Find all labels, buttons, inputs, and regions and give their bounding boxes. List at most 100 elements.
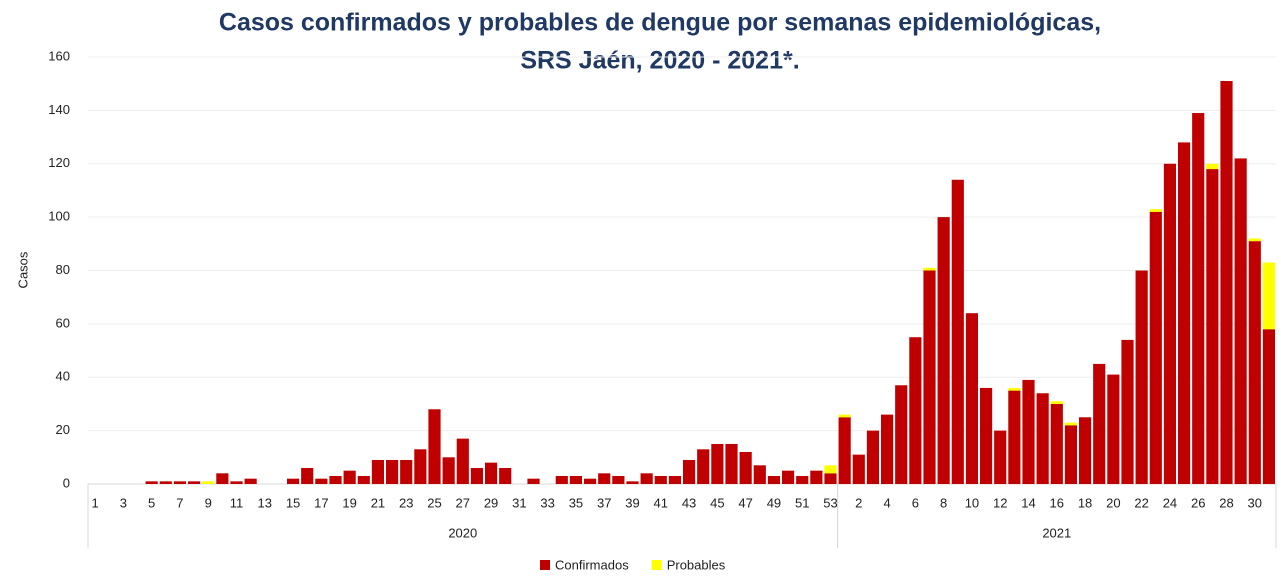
x-tick-label: 31 <box>512 495 526 510</box>
x-tick-label: 27 <box>456 495 470 510</box>
bar <box>414 449 427 484</box>
bar <box>965 313 979 484</box>
y-tick-label: 0 <box>63 475 70 490</box>
x-tick-label: 2 <box>855 495 862 510</box>
y-axis-label: Casos <box>15 251 30 288</box>
bar <box>428 409 441 484</box>
bar <box>1008 387 1021 391</box>
bar <box>923 267 936 271</box>
bar <box>654 475 667 484</box>
x-tick-label: 7 <box>176 495 183 510</box>
bar <box>626 481 639 484</box>
bar <box>866 430 880 484</box>
bar <box>286 478 300 484</box>
x-tick-label: 4 <box>883 495 890 510</box>
bar <box>343 470 356 484</box>
legend-label: Confirmados <box>555 557 629 572</box>
x-tick-label: 15 <box>286 495 300 510</box>
bar <box>824 473 837 484</box>
bar <box>767 475 781 484</box>
x-tick-label: 17 <box>314 495 328 510</box>
bar <box>1248 241 1261 484</box>
bar <box>937 217 950 484</box>
bar <box>385 459 399 484</box>
x-tick-label: 5 <box>148 495 155 510</box>
bar <box>159 481 172 484</box>
x-tick-label: 20 <box>1106 495 1120 510</box>
bar <box>697 449 710 484</box>
bar <box>1022 379 1035 484</box>
bar <box>1036 393 1049 484</box>
bar <box>499 467 512 484</box>
bar <box>527 478 540 484</box>
bar <box>216 473 229 484</box>
bar <box>668 475 682 484</box>
bar <box>1163 163 1177 484</box>
bar <box>1192 113 1205 484</box>
bar <box>244 478 257 484</box>
x-tick-label: 26 <box>1191 495 1205 510</box>
bar <box>1149 209 1162 212</box>
bar <box>1107 374 1120 484</box>
x-tick-label: 14 <box>1021 495 1035 510</box>
bar <box>979 387 993 484</box>
x-tick-label: 6 <box>912 495 919 510</box>
bar <box>1064 422 1078 426</box>
bar <box>1177 142 1191 484</box>
legend-swatch <box>540 560 550 570</box>
y-tick-label: 40 <box>56 369 70 384</box>
x-tick-label: 12 <box>993 495 1007 510</box>
bar <box>1262 329 1276 484</box>
y-tick-label: 20 <box>56 422 70 437</box>
bar <box>301 467 314 484</box>
x-tick-label: 28 <box>1219 495 1233 510</box>
bar <box>612 475 625 484</box>
bar <box>569 475 583 484</box>
x-tick-label: 11 <box>230 495 244 510</box>
bar <box>484 462 498 484</box>
bar <box>838 417 851 484</box>
x-tick-label: 3 <box>120 495 127 510</box>
bar <box>315 478 328 484</box>
group-label: 2021 <box>1042 525 1071 540</box>
bar <box>781 470 795 484</box>
bar <box>470 467 484 484</box>
x-tick-label: 35 <box>569 495 583 510</box>
bar <box>1220 81 1233 485</box>
x-tick-label: 47 <box>738 495 752 510</box>
bar <box>880 414 894 484</box>
y-tick-label: 140 <box>48 102 70 117</box>
bar <box>923 270 936 484</box>
chart-title: Casos confirmados y probables de dengue … <box>219 9 1101 37</box>
bar <box>230 481 243 484</box>
bar <box>442 457 455 484</box>
x-tick-label: 49 <box>767 495 781 510</box>
y-tick-label: 160 <box>48 48 70 63</box>
bar <box>909 337 922 484</box>
bar <box>1050 401 1063 404</box>
bar <box>810 470 823 484</box>
y-tick-label: 100 <box>48 209 70 224</box>
x-tick-label: 30 <box>1248 495 1262 510</box>
bar <box>1078 417 1092 484</box>
bar <box>202 481 215 484</box>
x-tick-label: 43 <box>682 495 696 510</box>
x-tick-label: 9 <box>205 495 212 510</box>
bar <box>1135 270 1148 484</box>
bar <box>640 473 653 484</box>
y-tick-label: 80 <box>56 262 70 277</box>
x-tick-label: 13 <box>258 495 272 510</box>
bar <box>1093 363 1106 484</box>
bar <box>852 454 865 484</box>
legend-label: Probables <box>667 557 726 572</box>
bar <box>739 451 752 484</box>
bar <box>682 459 696 484</box>
x-tick-label: 24 <box>1163 495 1177 510</box>
bar <box>456 438 469 484</box>
bar <box>796 475 809 484</box>
chart-title: SRS Jaén, 2020 - 2021*. <box>520 47 799 75</box>
bar <box>1064 425 1078 484</box>
x-tick-label: 39 <box>625 495 639 510</box>
bar <box>400 459 413 484</box>
